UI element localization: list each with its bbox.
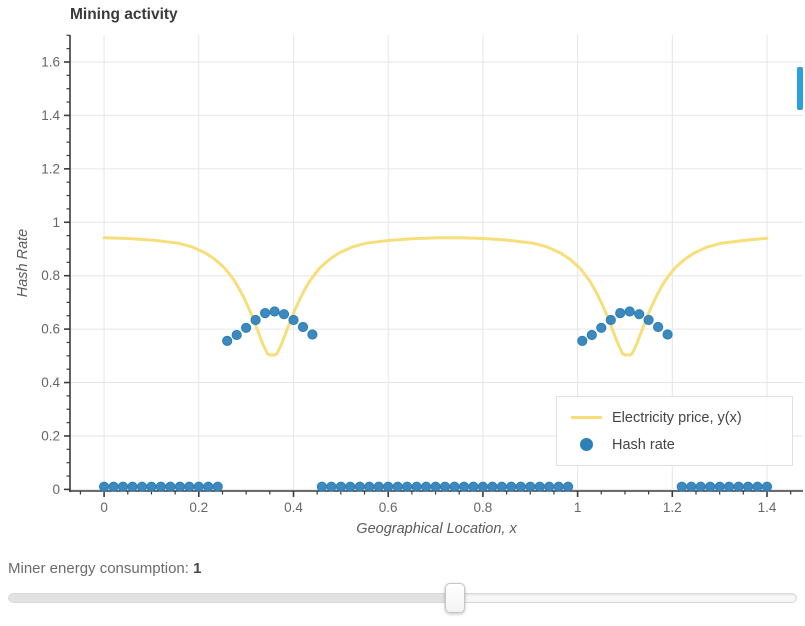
slider-fill xyxy=(9,594,455,602)
legend-item-electricity-price: Electricity price, y(x) xyxy=(571,408,792,428)
y-tick-label: 0.6 xyxy=(41,322,60,337)
y-tick-label: 1.4 xyxy=(41,108,60,123)
slider-label: Miner energy consumption: xyxy=(8,560,189,577)
x-tick-label: 1 xyxy=(574,500,582,515)
x-tick-label: 0 xyxy=(100,500,108,515)
energy-consumption-slider[interactable] xyxy=(8,583,797,613)
slider-track[interactable] xyxy=(8,593,797,603)
y-axis-label: Hash Rate xyxy=(15,228,31,298)
slider-caption: Miner energy consumption: 1 xyxy=(8,560,201,577)
electricity-price-line-icon xyxy=(571,416,602,419)
legend-label: Hash rate xyxy=(612,436,675,453)
y-tick-label: 1.2 xyxy=(41,161,60,176)
hash-rate-dot-icon xyxy=(571,438,602,451)
y-tick-label: 1.6 xyxy=(41,54,60,69)
x-tick-label: 0.2 xyxy=(189,500,208,515)
y-tick-label: 0.4 xyxy=(41,375,60,390)
y-tick-label: 1 xyxy=(52,215,60,230)
mining-chart-figure: Mining activity 0 0.2 0.4 0.6 0.8 1 1.2 1.4 0 0.2… xyxy=(15,6,803,537)
x-tick-label: 0.8 xyxy=(474,500,493,515)
y-tick-label: 0.2 xyxy=(41,428,60,443)
y-tick-label: 0.8 xyxy=(41,268,60,283)
legend-label: Electricity price, y(x) xyxy=(612,409,742,426)
slider-handle[interactable] xyxy=(444,583,465,613)
slider-controls: Miner energy consumption: 1 xyxy=(0,556,805,626)
x-tick-label: 0.4 xyxy=(284,500,303,515)
slider-value: 1 xyxy=(193,560,202,577)
scrollbar-thumb[interactable] xyxy=(797,67,803,110)
hash-rate-dots xyxy=(99,306,773,492)
x-tick-label: 0.6 xyxy=(379,500,398,515)
x-axis-label: Geographical Location, x xyxy=(356,521,517,537)
x-tick-label: 1.4 xyxy=(758,500,777,515)
legend: Electricity price, y(x) Hash rate xyxy=(556,396,793,466)
chart-title: Mining activity xyxy=(70,6,178,23)
legend-item-hash-rate: Hash rate xyxy=(571,435,792,455)
plot-canvas: 0 0.2 0.4 0.6 0.8 1 1.2 1.4 0 0.2 0.4 0.6 0.8 1 1.2 1.4… xyxy=(41,34,803,515)
x-tick-label: 1.2 xyxy=(663,500,682,515)
y-tick-label: 0 xyxy=(52,482,60,497)
